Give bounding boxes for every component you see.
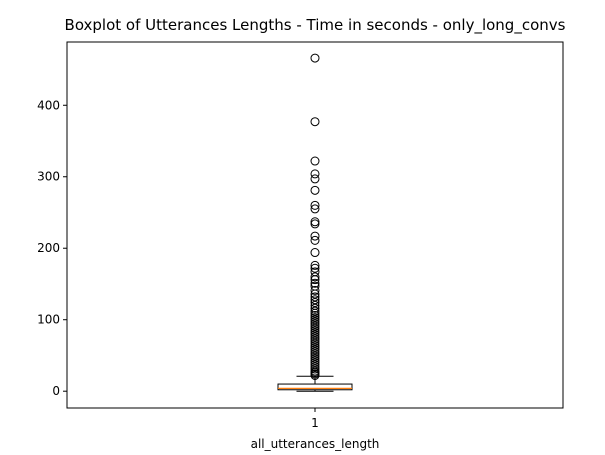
outlier-point [310,263,320,273]
outlier-point [310,235,320,245]
outlier-point [310,310,320,320]
outlier-point [310,292,320,302]
outlier-point [310,298,320,308]
y-tick-label: 0 [52,384,60,398]
outlier-point [310,345,320,355]
outlier-point [310,321,320,331]
outlier-point [310,260,320,270]
outlier-point [310,217,320,227]
outlier-point [310,351,320,361]
plot-area [66,41,564,409]
x-tick-label: 1 [311,416,319,430]
outlier-point [310,289,320,299]
outlier-point [310,319,320,329]
outlier-point [310,349,320,359]
outlier-point [310,248,320,258]
outlier-point [310,303,320,313]
outlier-point [310,347,320,357]
y-tick-label: 100 [37,313,60,327]
outlier-point [310,278,320,288]
outlier-point [310,275,320,285]
outlier-point [310,334,320,344]
outlier-point [310,330,320,340]
outlier-point [310,328,320,338]
outlier-point [310,285,320,295]
outlier-point [310,306,320,316]
outlier-point [310,219,320,229]
outlier-point [310,325,320,335]
outlier-point [310,169,320,179]
outlier-point [310,355,320,365]
outlier-point [310,353,320,363]
outlier-point [310,362,320,372]
outlier-point [310,313,320,323]
outlier-point [310,338,320,348]
outlier-point [310,358,320,368]
outlier-point [310,315,320,325]
outlier-point [310,174,320,184]
outlier-point [310,272,320,282]
outlier-point [310,117,320,127]
outlier-point [310,317,320,327]
outlier-point [310,231,320,241]
y-axis: 0 100 200 300 400 [37,98,67,398]
x-axis-label: all_utterances_length [251,437,380,451]
outlier-point [310,343,320,353]
outlier-point [310,204,320,214]
outlier-point [310,332,320,342]
outlier-point [310,156,320,166]
chart-title: Boxplot of Utterances Lengths - Time in … [65,16,566,35]
outlier-point [310,340,320,350]
y-tick-label: 300 [37,170,60,184]
y-tick-label: 400 [37,98,60,112]
outlier-point [310,370,320,380]
x-axis: 1 [311,408,319,430]
outlier-point [310,295,320,305]
outlier-point [310,53,320,63]
box-iqr [277,383,353,391]
outlier-point [310,185,320,195]
outlier-point [310,336,320,346]
outlier-point [310,200,320,210]
outlier-point [310,308,320,318]
outlier-point [310,364,320,374]
y-tick-label: 200 [37,241,60,255]
outlier-points [310,53,320,380]
outlier-point [310,323,320,333]
